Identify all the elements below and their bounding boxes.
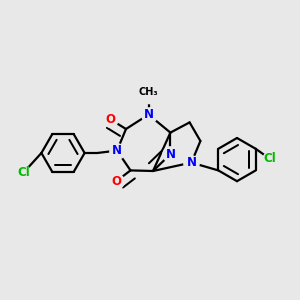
Text: N: N (165, 148, 176, 161)
Text: N: N (112, 144, 122, 157)
Text: N: N (186, 156, 197, 169)
Text: Cl: Cl (17, 166, 30, 179)
Text: CH₃: CH₃ (139, 87, 158, 98)
Text: Cl: Cl (264, 152, 276, 166)
Text: O: O (111, 175, 122, 188)
Text: O: O (105, 113, 116, 126)
Text: N: N (143, 108, 154, 121)
